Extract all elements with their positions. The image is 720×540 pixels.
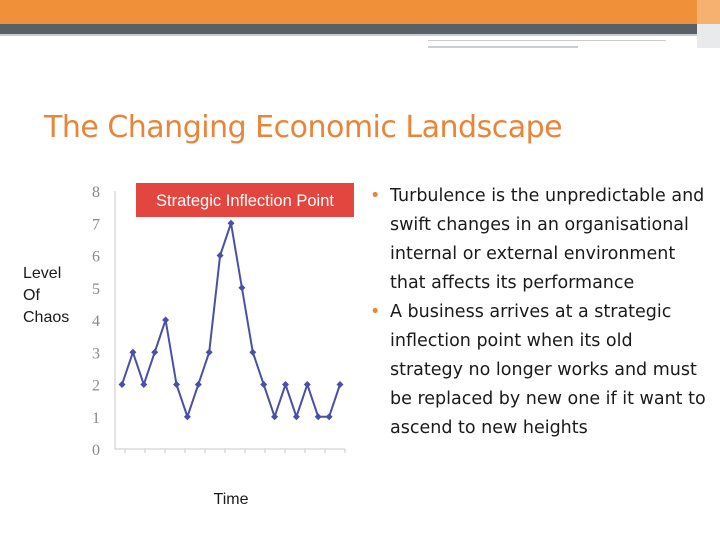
data-point <box>271 413 279 421</box>
chaos-line-chart: 0 1 2 3 4 5 6 7 8 Level Of Chaos Strategic Inflect… <box>23 183 354 508</box>
data-point <box>260 381 268 388</box>
data-point <box>173 381 180 388</box>
y-tick-label: 0 <box>92 442 100 459</box>
data-point <box>194 381 202 388</box>
series-line-group <box>118 219 344 421</box>
data-point <box>238 284 246 292</box>
header-rule-short <box>428 40 666 41</box>
y-tick-labels: 0 1 2 3 4 5 6 7 8 <box>92 184 100 459</box>
data-point <box>216 252 224 259</box>
bullet-dot-icon: • <box>370 186 381 206</box>
y-axis-label: Level Of Chaos <box>23 265 69 326</box>
y-tick-label: 3 <box>92 345 100 362</box>
data-point <box>282 381 289 388</box>
bullet-item: • Turbulence is the unpredictable and sw… <box>370 182 710 298</box>
data-point <box>151 348 159 356</box>
slide-title: The Changing Economic Landscape <box>44 110 563 145</box>
y-tick-label: 6 <box>92 249 100 266</box>
data-point <box>292 413 300 421</box>
corner-accent-block <box>697 0 720 24</box>
data-point <box>205 348 213 356</box>
header-dark-bar <box>0 24 720 34</box>
data-point <box>118 381 126 388</box>
y-axis-label-line: Chaos <box>23 309 69 326</box>
header-rule <box>0 34 720 36</box>
y-tick-label: 1 <box>92 410 100 427</box>
data-point <box>249 348 257 356</box>
bullet-item: • A business arrives at a strategic infl… <box>370 298 710 443</box>
x-axis-label: Time <box>214 491 249 508</box>
chart-axes <box>114 191 346 453</box>
data-point <box>314 413 322 421</box>
data-point <box>227 219 235 227</box>
bullet-list: • Turbulence is the unpredictable and sw… <box>370 182 710 443</box>
data-point <box>162 316 170 324</box>
y-axis-label-line: Level <box>23 265 61 282</box>
header-rule-shorter <box>428 46 578 48</box>
data-point <box>129 348 137 356</box>
header-accent-bar <box>0 0 720 24</box>
y-tick-label: 7 <box>92 216 100 233</box>
y-tick-label: 8 <box>92 184 100 201</box>
y-axis-label-line: Of <box>23 287 40 304</box>
annotation-box <box>136 183 354 217</box>
y-tick-label: 5 <box>92 281 100 298</box>
data-point <box>303 381 311 388</box>
bullet-text: Turbulence is the unpredictable and swif… <box>390 186 705 293</box>
bullet-text: A business arrives at a strategic inflec… <box>390 302 706 438</box>
bullet-dot-icon: • <box>370 302 381 322</box>
data-point <box>336 381 344 388</box>
y-tick-label: 2 <box>92 378 100 395</box>
data-point <box>183 413 191 421</box>
data-point <box>325 413 333 421</box>
y-tick-label: 4 <box>92 313 100 330</box>
data-point <box>140 381 148 388</box>
annotation-label: Strategic Inflection Point <box>156 192 334 210</box>
